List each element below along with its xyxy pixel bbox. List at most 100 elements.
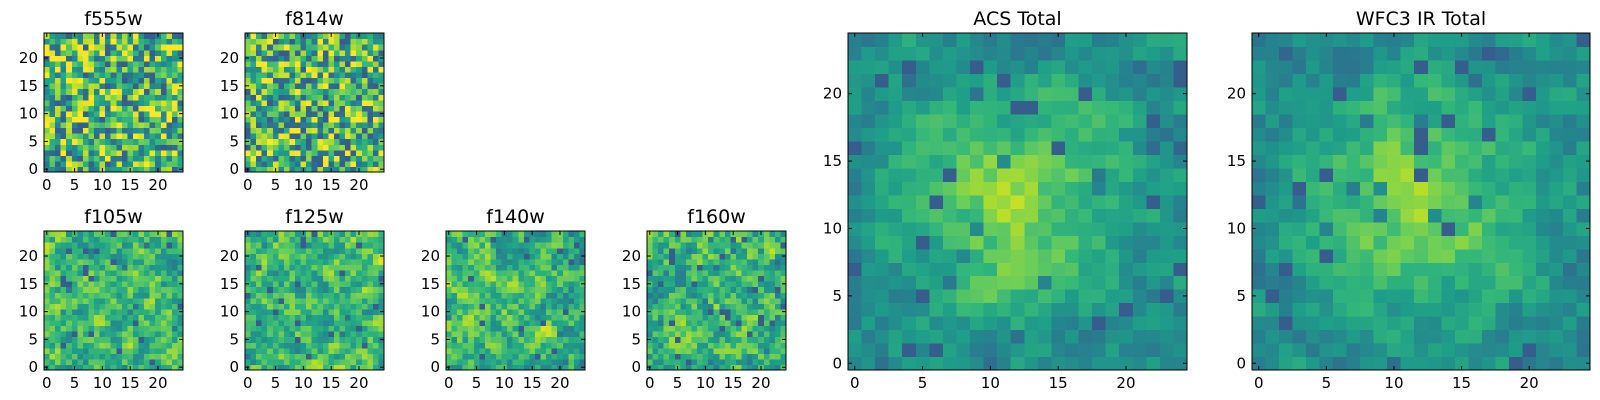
heatmap-cell xyxy=(283,347,291,354)
heatmap-cell xyxy=(138,94,145,101)
heatmap-cell xyxy=(317,358,324,366)
heatmap-cell xyxy=(774,342,782,349)
heatmap-cell xyxy=(1576,275,1591,290)
heatmap-cell xyxy=(663,364,670,371)
heatmap-cell xyxy=(568,242,575,249)
heatmap-cell xyxy=(573,247,581,254)
heatmap-cell xyxy=(339,292,346,299)
x-tick-label: 20 xyxy=(349,374,368,392)
heatmap-cell xyxy=(691,297,698,304)
heatmap-cell xyxy=(311,347,318,354)
heatmap-cell xyxy=(317,138,324,145)
heatmap-cell xyxy=(272,71,279,79)
heatmap-cell xyxy=(345,83,352,90)
heatmap-cell xyxy=(272,336,279,343)
heatmap-cell xyxy=(345,308,352,315)
heatmap-cell xyxy=(763,242,770,249)
heatmap-cell xyxy=(1387,221,1402,236)
heatmap-cell xyxy=(774,308,782,315)
heatmap-cell xyxy=(322,297,329,304)
heatmap-cell xyxy=(317,314,324,321)
heatmap-cell xyxy=(730,336,737,343)
heatmap-cell xyxy=(105,144,112,151)
heatmap-cell xyxy=(1092,343,1107,358)
heatmap-cell xyxy=(697,331,704,338)
heatmap-cell xyxy=(333,127,341,134)
heatmap-cell xyxy=(888,46,903,61)
heatmap-cell xyxy=(473,242,480,249)
heatmap-cell xyxy=(311,71,318,79)
heatmap-cell xyxy=(295,292,302,299)
heatmap-cell xyxy=(680,303,687,310)
heatmap-cell xyxy=(708,258,715,265)
heatmap-cell xyxy=(861,100,876,115)
heatmap-cell xyxy=(322,258,329,265)
heatmap-cell xyxy=(1265,235,1280,250)
heatmap-cell xyxy=(311,83,318,90)
heatmap-cell xyxy=(1562,208,1578,223)
heatmap-cell xyxy=(479,242,486,249)
heatmap-cell xyxy=(1319,154,1334,169)
heatmap-cell xyxy=(719,231,726,238)
heatmap-cell xyxy=(983,235,998,250)
heatmap-cell xyxy=(568,308,575,315)
heatmap-cell xyxy=(361,127,368,134)
heatmap-cell xyxy=(741,275,748,282)
heatmap-cell xyxy=(697,264,704,271)
heatmap-cell xyxy=(278,133,285,140)
heatmap-cell xyxy=(322,133,329,140)
heatmap-cell xyxy=(372,264,380,271)
heatmap-cell xyxy=(99,258,106,265)
heatmap-cell xyxy=(322,264,329,271)
heatmap-cell xyxy=(551,353,558,360)
heatmap-cell xyxy=(138,83,145,90)
heatmap-cell xyxy=(144,160,151,168)
heatmap-cell xyxy=(49,155,56,162)
heatmap-cell xyxy=(372,105,380,112)
heatmap-cell xyxy=(518,342,525,349)
heatmap-cell xyxy=(267,258,274,265)
heatmap-cell xyxy=(350,55,357,62)
heatmap-cell xyxy=(367,71,374,79)
heatmap-cell xyxy=(915,46,930,61)
heatmap-cell xyxy=(372,166,380,173)
heatmap-cell xyxy=(1468,235,1483,250)
heatmap-cell xyxy=(490,275,497,282)
heatmap-cell xyxy=(44,331,51,338)
heatmap-cell xyxy=(708,308,715,315)
heatmap-cell xyxy=(116,38,123,45)
heatmap-cell xyxy=(289,231,296,238)
heatmap-cell xyxy=(1333,275,1348,290)
heatmap-cell xyxy=(132,303,140,310)
x-tick-label: 10 xyxy=(93,176,112,194)
heatmap-cell xyxy=(295,38,302,45)
heatmap-cell xyxy=(719,275,726,282)
heatmap-cell xyxy=(66,44,73,51)
heatmap-cell xyxy=(250,94,257,101)
heatmap-cell xyxy=(523,297,530,304)
heatmap-cell xyxy=(44,133,51,140)
heatmap-cell xyxy=(490,236,497,243)
heatmap-cell xyxy=(1319,316,1334,331)
heatmap-cell xyxy=(361,71,368,79)
heatmap-cell xyxy=(1146,329,1161,344)
heatmap-cell xyxy=(171,83,179,90)
heatmap-cell xyxy=(82,44,90,51)
heatmap-cell xyxy=(724,342,731,349)
heatmap-cell xyxy=(289,286,296,293)
heatmap-cell xyxy=(350,264,357,271)
heatmap-cell xyxy=(99,55,106,62)
heatmap-cell xyxy=(256,325,263,332)
heatmap-cell xyxy=(1454,289,1469,304)
heatmap-cell xyxy=(501,358,508,366)
heatmap-cell xyxy=(71,342,78,349)
heatmap-cell xyxy=(501,286,508,293)
heatmap-cell xyxy=(774,364,782,371)
heatmap-cell xyxy=(1037,275,1052,290)
heatmap-cell xyxy=(138,286,145,293)
heatmap-cell xyxy=(691,364,698,371)
heatmap-cell xyxy=(496,292,503,299)
heatmap-cell xyxy=(1468,248,1483,263)
heatmap-cell xyxy=(345,253,352,260)
heatmap-cell xyxy=(1092,100,1107,115)
